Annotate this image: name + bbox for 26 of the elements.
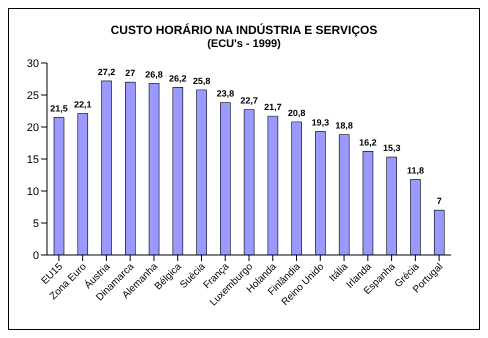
data-label: 21,7: [264, 102, 282, 112]
data-label: 15,3: [382, 143, 400, 154]
chart-subtitle: (ECU's - 1999): [206, 37, 282, 51]
y-tick-label: 10: [26, 186, 39, 198]
data-label: 26,8: [145, 69, 163, 80]
data-label: 11,8: [406, 165, 424, 176]
y-tick-label: 20: [26, 122, 39, 134]
chart-title: CUSTO HORÁRIO NA INDÚSTRIA E SERVIÇOS: [110, 23, 378, 37]
y-tick-label: 30: [26, 58, 39, 70]
y-tick-label: 0: [32, 250, 39, 262]
data-label: 27: [125, 68, 136, 78]
data-label: 20,8: [288, 108, 306, 118]
y-tick-label: 5: [32, 218, 39, 230]
data-label: 7: [436, 196, 442, 206]
data-label: 16,2: [359, 137, 377, 148]
data-label: 22,1: [74, 100, 92, 110]
data-label: 21,5: [50, 103, 68, 114]
y-tick-label: 25: [26, 90, 39, 102]
data-label: 26,2: [169, 73, 187, 84]
y-tick-label: 15: [26, 154, 39, 166]
data-label: 19,3: [312, 117, 330, 128]
data-label: 22,7: [240, 96, 258, 106]
data-label: 27,2: [98, 66, 116, 77]
data-label: 18,8: [335, 120, 353, 131]
data-label: 23,8: [216, 88, 234, 99]
data-label: 25,8: [192, 76, 210, 86]
